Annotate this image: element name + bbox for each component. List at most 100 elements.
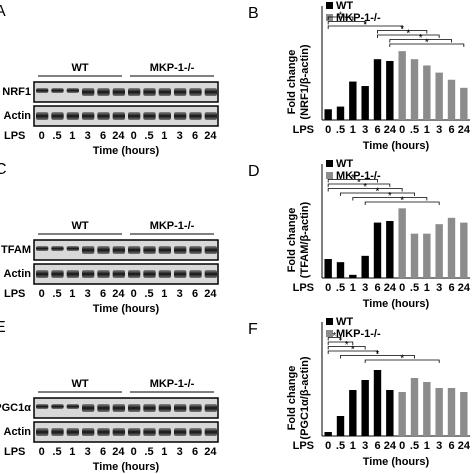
x-tick-label: 1	[350, 440, 356, 452]
group-label: MKP-1-/-	[150, 220, 195, 232]
blot-band	[66, 246, 79, 251]
bar	[386, 221, 394, 278]
significance-marker: *	[332, 331, 336, 342]
blot-band	[51, 404, 64, 409]
blot-band	[82, 246, 95, 254]
blot-band	[128, 246, 141, 254]
significance-marker: *	[351, 345, 355, 356]
bar	[324, 109, 332, 120]
lane-label: 1	[69, 446, 75, 458]
significance-marker: *	[351, 173, 355, 184]
bar	[349, 81, 357, 120]
lane-label: 6	[100, 288, 106, 300]
x-tick-label: 0	[325, 440, 331, 452]
panel-letter: E	[0, 319, 6, 336]
group-label: MKP-1-/-	[150, 62, 195, 74]
significance-bracket	[352, 197, 428, 201]
significance-marker: *	[400, 354, 404, 365]
lane-label: 0	[39, 130, 45, 142]
blot-band	[189, 112, 202, 120]
significance-bracket	[389, 39, 452, 43]
x-tick-label: 3	[436, 440, 442, 452]
panel-letter: A	[0, 3, 6, 20]
group-label: MKP-1-/-	[150, 378, 195, 390]
lane-label: .5	[52, 288, 61, 300]
blot-frame	[33, 397, 219, 419]
significance-bracket	[377, 30, 428, 34]
panel-letter: C	[0, 161, 7, 178]
y-axis-label: (NRF1/β-actin)	[299, 44, 311, 119]
lane-label: 1	[69, 288, 75, 300]
x-tick-label: 6	[374, 124, 380, 136]
x-tick-label: 0	[325, 124, 331, 136]
bar	[447, 388, 456, 436]
legend-label: MKP-1-/-	[336, 328, 381, 340]
y-axis-label: (TFAM/β-actin)	[299, 201, 311, 278]
lane-label: .5	[144, 130, 153, 142]
blot-band	[189, 88, 202, 96]
blot-band	[204, 404, 217, 412]
bar	[410, 233, 419, 278]
significance-marker: *	[345, 15, 349, 26]
bar	[398, 51, 406, 121]
blot-frame	[33, 239, 219, 261]
blot-band	[174, 246, 187, 254]
lane-label: 3	[177, 288, 183, 300]
blot-band	[158, 428, 171, 436]
blot-band	[204, 112, 217, 120]
bar	[361, 255, 369, 278]
blot-band	[143, 112, 156, 120]
blot-band	[82, 428, 95, 436]
bar	[460, 87, 468, 120]
lane-label: 1	[161, 288, 167, 300]
x-tick-label: 24	[384, 440, 397, 452]
bar	[460, 392, 468, 436]
significance-bracket	[377, 34, 440, 38]
significance-bracket	[327, 183, 391, 187]
bar	[410, 59, 419, 120]
x-tick-label: 6	[374, 282, 380, 294]
lane-label: 3	[177, 446, 183, 458]
blot-band	[204, 88, 217, 96]
significance-bracket	[364, 201, 440, 205]
legend-label: MKP-1-/-	[336, 170, 381, 182]
x-axis-label: Time (hours)	[363, 140, 430, 152]
significance-marker: *	[376, 187, 380, 198]
blot-row-label: Actin	[4, 426, 32, 438]
lane-label: 1	[161, 446, 167, 458]
x-tick-label: 1	[350, 124, 356, 136]
blot-row-label: Actin	[4, 268, 32, 280]
lane-label: 24	[204, 288, 217, 300]
bar	[336, 106, 345, 120]
blot-band	[112, 88, 125, 96]
x-axis-label: Time (hours)	[363, 298, 430, 310]
blot-band	[128, 88, 141, 96]
lane-label: 0	[39, 288, 45, 300]
significance-bracket	[327, 337, 341, 341]
lane-label: 3	[85, 288, 91, 300]
bar	[435, 224, 443, 278]
blot-band	[189, 270, 202, 278]
lane-label: 6	[100, 446, 106, 458]
lane-label: 24	[112, 446, 125, 458]
blot-band	[36, 88, 49, 93]
lane-label: 1	[69, 130, 75, 142]
significance-marker: *	[363, 20, 367, 31]
blot-band	[204, 246, 217, 254]
x-tick-label: 3	[362, 124, 368, 136]
legend-label: MKP-1-/-	[336, 12, 381, 24]
x-tick-label: .5	[336, 440, 345, 452]
significance-bracket	[389, 43, 465, 47]
significance-bracket	[327, 25, 403, 29]
group-label: WT	[71, 220, 88, 232]
lane-label: 3	[177, 130, 183, 142]
significance-bracket	[327, 341, 354, 345]
blot-band	[112, 112, 125, 120]
bar	[398, 392, 406, 436]
lane-label: 24	[112, 288, 125, 300]
bar	[398, 208, 406, 278]
x-prefix: LPS	[293, 124, 314, 136]
significance-marker: *	[406, 29, 410, 40]
lps-label: LPS	[4, 446, 25, 458]
